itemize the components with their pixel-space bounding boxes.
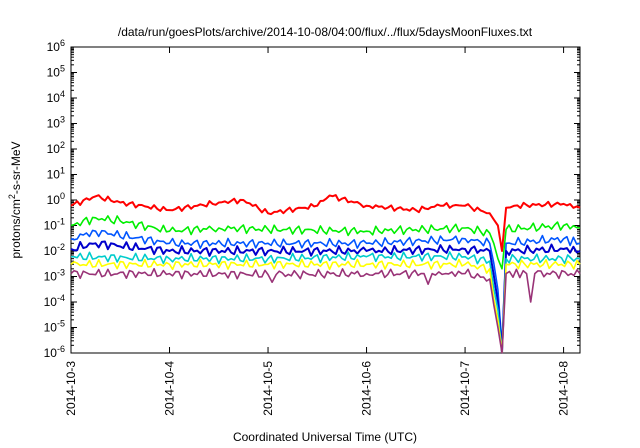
y-tick-label-exponent: 6	[60, 38, 65, 48]
series-line-3	[70, 229, 581, 347]
x-axis-label: Coordinated Universal Time (UTC)	[233, 430, 417, 444]
y-tick-label-exponent: 5	[60, 64, 65, 74]
x-tick-label: 2014-10-7	[458, 361, 472, 416]
y-tick-label-base: 10	[47, 66, 61, 80]
y-tick-label-exponent: -1	[57, 217, 65, 227]
y-tick-label-exponent: 1	[60, 166, 65, 176]
y-tick-label-exponent: -4	[57, 293, 65, 303]
y-tick-label: 10-1	[44, 217, 65, 233]
series-line-7	[70, 267, 581, 354]
y-tick-label-base: 10	[47, 91, 61, 105]
y-tick-label-base: 10	[44, 346, 58, 360]
series-line-5	[70, 251, 581, 354]
y-tick-label-exponent: 0	[60, 191, 65, 201]
x-tick-label: 2014-10-6	[360, 361, 374, 416]
y-tick-label: 10-2	[44, 242, 65, 258]
y-tick-label-base: 10	[47, 193, 61, 207]
y-tick-label: 106	[47, 38, 65, 54]
y-axis-ticks: 10-610-510-410-310-210-11001011021031041…	[44, 38, 580, 360]
x-tick-label: 2014-10-3	[64, 361, 78, 416]
series-lines	[70, 194, 581, 354]
x-tick-label: 2014-10-4	[163, 361, 177, 416]
x-axis-ticks: 2014-10-3 2014-10-4 2014-10-5 2014-10-6 2014…	[64, 47, 571, 416]
y-tick-label: 103	[47, 115, 65, 131]
chart-title: /data/run/goesPlots/archive/2014-10-08/0…	[118, 25, 533, 39]
y-tick-label-base: 10	[47, 168, 61, 182]
series-line-2	[70, 215, 581, 270]
y-tick-label: 100	[47, 191, 65, 207]
y-axis-label-rest: -s-sr-MeV	[9, 141, 23, 194]
y-axis-label-base: protons/cm	[9, 199, 23, 258]
y-tick-label: 10-4	[44, 293, 65, 309]
y-tick-label-base: 10	[47, 142, 61, 156]
y-tick-label-base: 10	[47, 40, 61, 54]
y-tick-label-exponent: -3	[57, 268, 65, 278]
y-tick-label: 10-5	[44, 319, 65, 335]
y-tick-label: 10-6	[44, 344, 65, 360]
y-tick-label-base: 10	[44, 295, 58, 309]
y-tick-label-base: 10	[44, 219, 58, 233]
y-tick-label: 102	[47, 140, 65, 156]
y-tick-label-exponent: 4	[60, 89, 65, 99]
series-line-1	[70, 194, 581, 252]
y-tick-label-base: 10	[44, 270, 58, 284]
y-tick-label-base: 10	[47, 117, 61, 131]
y-tick-label-exponent: -5	[57, 319, 65, 329]
series-line-6	[70, 258, 581, 354]
y-tick-label: 101	[47, 166, 65, 182]
series-line-4	[70, 240, 581, 354]
y-axis-label: protons/cm2-s-sr-MeV	[7, 141, 23, 258]
y-tick-label: 105	[47, 64, 65, 80]
y-tick-label-exponent: -6	[57, 344, 65, 354]
y-tick-label-exponent: 2	[60, 140, 65, 150]
y-tick-label-exponent: 3	[60, 115, 65, 125]
y-tick-label: 10-3	[44, 268, 65, 284]
y-tick-label-base: 10	[44, 244, 58, 258]
y-axis-label-sup: 2	[7, 194, 17, 199]
y-tick-label-exponent: -2	[57, 242, 65, 252]
y-tick-label-base: 10	[44, 321, 58, 335]
x-tick-label: 2014-10-5	[261, 361, 275, 416]
x-tick-label: 2014-10-8	[557, 361, 571, 416]
svg-text:protons/cm2-s-sr-MeV: protons/cm2-s-sr-MeV	[7, 141, 23, 258]
y-tick-label: 104	[47, 89, 65, 105]
